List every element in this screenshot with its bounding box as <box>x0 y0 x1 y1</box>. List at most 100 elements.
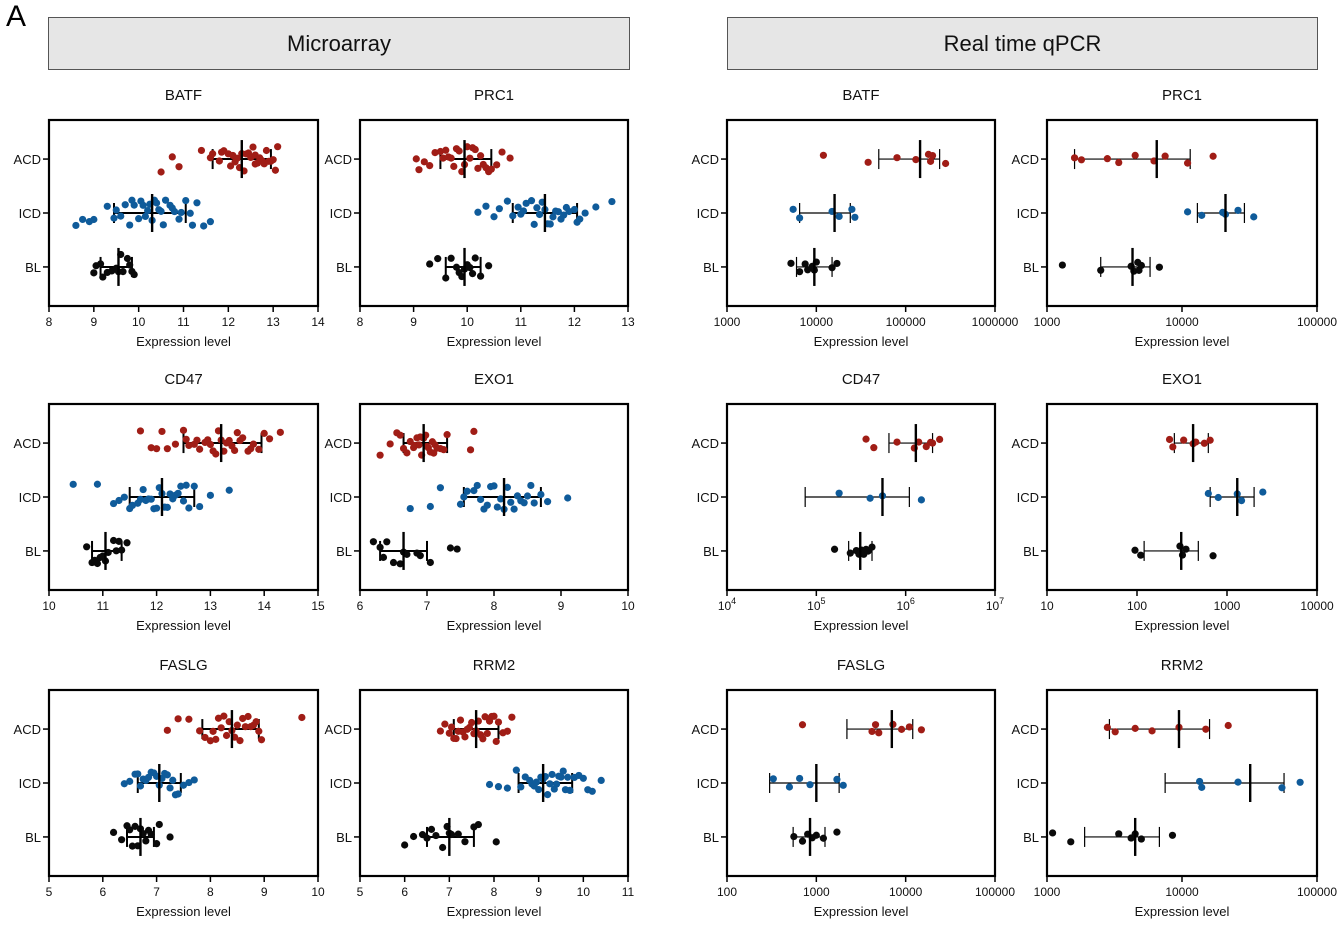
data-point-acd <box>466 154 474 162</box>
data-point-bl <box>123 539 131 547</box>
data-point-icd <box>507 498 515 506</box>
x-tick-label: 1000 <box>1034 315 1061 329</box>
data-point-bl <box>1137 261 1145 270</box>
x-tick-label: 105 <box>807 596 825 613</box>
data-point-bl <box>452 263 461 271</box>
data-point-icd <box>576 215 584 223</box>
data-point-icd <box>493 503 501 511</box>
data-point-acd <box>222 731 231 740</box>
data-point-icd <box>796 774 804 783</box>
data-point-bl <box>115 537 123 545</box>
data-point-acd <box>212 735 220 743</box>
data-point-icd <box>532 778 541 786</box>
plot-frame <box>725 118 997 308</box>
data-point-icd <box>179 781 188 789</box>
data-point-bl <box>787 259 795 267</box>
data-point-acd <box>1077 156 1086 164</box>
chart-title: PRC1 <box>474 87 514 104</box>
data-point-acd <box>864 158 872 166</box>
data-point-bl <box>461 838 469 846</box>
data-point-icd <box>522 199 530 207</box>
x-tick-label: 14 <box>311 315 325 329</box>
data-point-icd <box>193 199 201 207</box>
data-point-bl <box>477 272 485 280</box>
chart-qpcr-exo1: EXO1 ACD ICD BL 10 100 1000 10000 Expression lev… <box>1012 371 1334 633</box>
x-tick-label: 106 <box>896 596 914 613</box>
data-point-acd <box>471 145 479 154</box>
data-point-acd <box>175 163 183 171</box>
y-tick-label: ACD <box>692 152 719 167</box>
data-point-acd <box>452 734 460 743</box>
data-point-acd <box>893 154 901 162</box>
data-point-acd <box>185 715 193 723</box>
x-tick-exponent: 4 <box>731 596 736 606</box>
data-point-icd <box>597 776 605 784</box>
data-point-icd <box>206 218 214 226</box>
data-point-icd <box>520 499 528 507</box>
data-point-icd <box>177 208 185 217</box>
data-point-icd <box>186 209 194 217</box>
x-tick-label: 8 <box>357 315 364 329</box>
data-point-icd <box>497 495 505 503</box>
data-point-icd <box>1214 493 1222 502</box>
x-tick-label: 13 <box>266 315 280 329</box>
x-tick-label: 107 <box>986 596 1004 613</box>
x-tick-label: 10000 <box>800 315 834 329</box>
x-tick-label: 10 <box>461 315 475 329</box>
data-point-acd <box>445 729 453 737</box>
data-point-icd <box>848 205 856 213</box>
data-point-icd <box>517 783 525 791</box>
data-point-icd <box>174 489 182 497</box>
data-point-icd <box>1198 211 1206 219</box>
data-point-acd <box>897 725 906 733</box>
x-tick-label: 5 <box>46 885 53 899</box>
x-tick-label: 15 <box>311 599 325 613</box>
data-point-acd <box>249 143 257 151</box>
data-point-icd <box>566 786 574 795</box>
data-point-icd <box>1198 783 1206 791</box>
x-tick-label: 10000 <box>1165 315 1199 329</box>
data-point-acd <box>1131 724 1139 732</box>
data-point-acd <box>257 736 266 744</box>
data-point-icd <box>535 210 544 219</box>
data-point-bl <box>1058 261 1066 269</box>
chart-title: EXO1 <box>474 371 514 388</box>
y-tick-label: BL <box>703 260 719 275</box>
data-point-acd <box>1224 721 1232 730</box>
x-tick-label: 10 <box>311 885 325 899</box>
data-point-acd <box>220 712 228 720</box>
data-point-bl <box>383 538 391 546</box>
data-point-icd <box>527 481 535 490</box>
x-tick-label: 9 <box>90 315 97 329</box>
data-point-icd <box>136 782 145 790</box>
data-point-acd <box>1169 443 1177 451</box>
y-tick-label: ICD <box>330 776 352 791</box>
data-point-acd <box>239 434 247 442</box>
data-point-acd <box>249 440 258 448</box>
data-point-bl <box>147 830 155 839</box>
data-point-acd <box>483 729 491 738</box>
data-point-icd <box>1234 206 1242 214</box>
data-point-acd <box>244 712 252 721</box>
data-point-icd <box>182 481 190 489</box>
data-point-bl <box>1097 266 1105 274</box>
data-point-acd <box>1202 725 1210 733</box>
chart-micro-exo1: EXO1 ACD ICD BL 6 7 8 9 10 Expression level <box>325 371 635 633</box>
data-point-icd <box>806 781 814 789</box>
data-point-icd <box>523 492 532 500</box>
x-tick-label: 10000 <box>889 885 923 899</box>
data-point-icd <box>510 505 518 513</box>
data-point-icd <box>570 205 579 214</box>
data-point-acd <box>415 166 423 174</box>
data-point-bl <box>123 254 132 263</box>
y-tick-label: ACD <box>1012 152 1039 167</box>
x-axis-label: Expression level <box>814 334 909 349</box>
data-point-acd <box>466 446 475 454</box>
x-axis-label: Expression level <box>1135 334 1230 349</box>
chart-micro-prc1: PRC1 ACD ICD BL 8 9 10 11 12 13 Expression level <box>325 87 635 349</box>
y-tick-label: ICD <box>330 206 352 221</box>
data-point-bl <box>453 545 461 553</box>
data-point-icd <box>785 783 794 791</box>
data-point-icd <box>579 774 587 782</box>
x-tick-label: 10 <box>577 885 591 899</box>
